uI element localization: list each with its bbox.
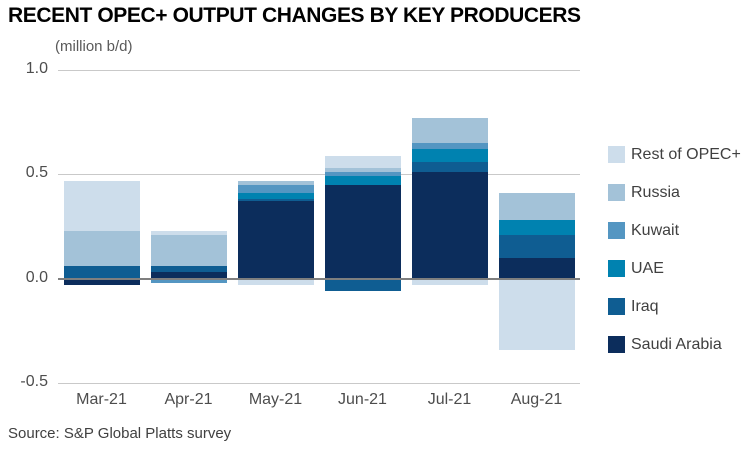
legend-item-kuwait: Kuwait <box>608 222 741 239</box>
legend-item-iraq: Iraq <box>608 298 741 315</box>
bar-segment-uae-may-21 <box>237 193 314 200</box>
x-axis-tick-label: Apr-21 <box>164 391 213 408</box>
x-axis-tick-label: Jun-21 <box>338 391 387 408</box>
legend-item-saudi-arabia: Saudi Arabia <box>608 336 741 353</box>
bar-segment-russia-jun-21 <box>324 168 401 173</box>
plot-area <box>58 70 580 384</box>
bar-segment-russia-mar-21 <box>63 230 140 267</box>
legend-swatch-icon <box>608 146 625 163</box>
bar-segment-rest-of-opec--aug-21 <box>498 278 575 350</box>
legend-item-uae: UAE <box>608 260 741 277</box>
legend-label: Kuwait <box>631 221 680 239</box>
bar-segment-saudi-arabia-apr-21 <box>150 272 227 279</box>
bar-segment-kuwait-apr-21 <box>150 278 227 283</box>
bar-segment-uae-aug-21 <box>498 220 575 235</box>
bar-segment-russia-may-21 <box>237 180 314 185</box>
legend-swatch-icon <box>608 260 625 277</box>
legend-label: Rest of OPEC+ <box>631 145 741 163</box>
legend: Rest of OPEC+ Russia Kuwait UAE Iraq Saudi Ar… <box>608 146 741 374</box>
bar-segment-saudi-arabia-aug-21 <box>498 257 575 279</box>
legend-label: UAE <box>631 259 664 277</box>
bar-segment-iraq-may-21 <box>237 199 314 202</box>
legend-item-rest-of-opec-: Rest of OPEC+ <box>608 146 741 163</box>
x-axis-tick-label: Jul-21 <box>427 391 472 408</box>
legend-item-russia: Russia <box>608 184 741 201</box>
bar-segment-saudi-arabia-jul-21 <box>411 172 488 279</box>
gridline <box>58 70 580 71</box>
chart-title: RECENT OPEC+ OUTPUT CHANGES BY KEY PRODU… <box>8 4 581 27</box>
legend-label: Russia <box>631 183 680 201</box>
bar-segment-russia-aug-21 <box>498 193 575 221</box>
x-axis-tick-label: Mar-21 <box>76 391 127 408</box>
legend-swatch-icon <box>608 222 625 239</box>
bar-segment-iraq-aug-21 <box>498 234 575 258</box>
source-note: Source: S&P Global Platts survey <box>8 425 232 442</box>
gridline <box>58 174 580 176</box>
bar-segment-uae-jul-21 <box>411 149 488 162</box>
bar-segment-russia-apr-21 <box>150 234 227 267</box>
bar-segment-kuwait-jun-21 <box>324 172 401 177</box>
y-axis-tick-label: -0.5 <box>20 373 48 390</box>
bar-segment-iraq-jul-21 <box>411 161 488 173</box>
bar-segment-saudi-arabia-mar-21 <box>63 278 140 285</box>
bar-segment-rest-of-opec--jul-21 <box>411 278 488 285</box>
y-axis-tick-label: 0.5 <box>25 164 48 182</box>
gridline <box>58 383 580 384</box>
y-axis-tick-label: 1.0 <box>25 60 48 77</box>
bar-segment-russia-jul-21 <box>411 117 488 144</box>
bar-segment-kuwait-jul-21 <box>411 143 488 150</box>
legend-swatch-icon <box>608 184 625 201</box>
chart-unit-label: (million b/d) <box>55 38 133 55</box>
bar-segment-kuwait-may-21 <box>237 184 314 194</box>
bar-segment-uae-jun-21 <box>324 176 401 185</box>
bar-segment-rest-of-opec--apr-21 <box>150 230 227 235</box>
legend-swatch-icon <box>608 298 625 315</box>
legend-label: Saudi Arabia <box>631 335 722 353</box>
bar-segment-saudi-arabia-jun-21 <box>324 184 401 279</box>
legend-swatch-icon <box>608 336 625 353</box>
bar-segment-iraq-jun-21 <box>324 278 401 292</box>
bar-segment-rest-of-opec--jun-21 <box>324 155 401 169</box>
legend-label: Iraq <box>631 297 659 315</box>
x-axis-tick-label: Aug-21 <box>510 391 563 408</box>
bar-segment-rest-of-opec--mar-21 <box>63 180 140 231</box>
bar-segment-saudi-arabia-may-21 <box>237 201 314 279</box>
bar-segment-iraq-apr-21 <box>150 266 227 273</box>
x-axis-tick-label: May-21 <box>248 391 303 408</box>
zero-axis-line <box>58 277 580 280</box>
bar-segment-iraq-mar-21 <box>63 266 140 279</box>
y-axis-tick-label: 0.0 <box>25 268 48 286</box>
bar-segment-rest-of-opec--may-21 <box>237 278 314 285</box>
